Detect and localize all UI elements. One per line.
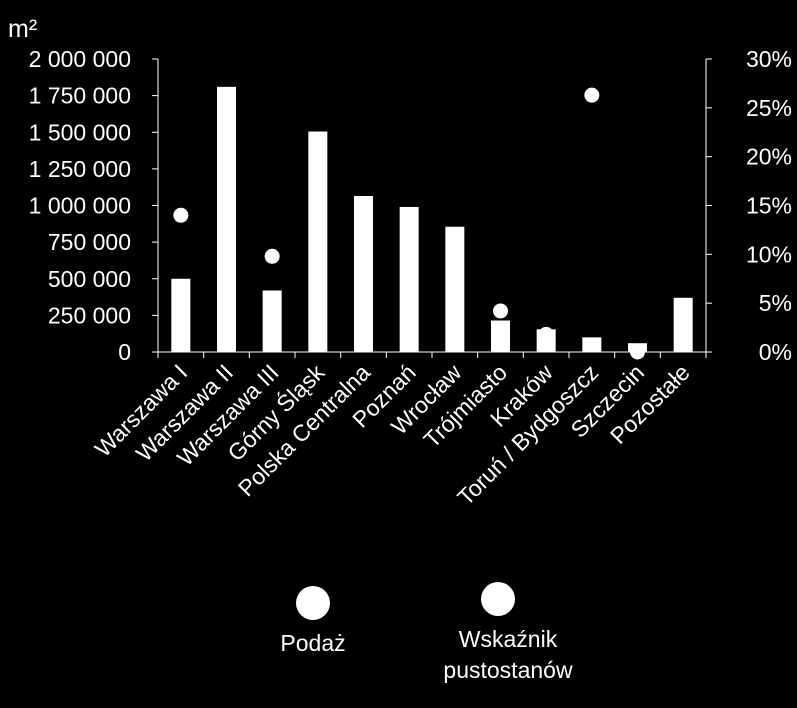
vacancy-marker xyxy=(173,207,189,223)
bar xyxy=(217,86,236,353)
right-axis-tick-label: 10% xyxy=(746,241,792,267)
left-axis-tick-label: 1 500 000 xyxy=(29,119,131,145)
plot-area xyxy=(171,86,693,360)
right-axis: 0% 5% 10% 15% 20% 25% 30% xyxy=(705,46,792,365)
left-axis-tick-label: 750 000 xyxy=(48,229,131,255)
right-axis-tick-label: 25% xyxy=(746,95,792,121)
left-axis-tick-label: 1 000 000 xyxy=(29,193,131,219)
right-axis-tick-label: 15% xyxy=(746,193,792,219)
bar xyxy=(582,337,602,352)
bar xyxy=(171,278,191,352)
vacancy-marker xyxy=(584,87,600,103)
left-axis-tick-label: 0 xyxy=(118,339,131,365)
vacancy-marker xyxy=(493,303,508,319)
bar xyxy=(308,131,328,352)
left-axis-tick-label: 2 000 000 xyxy=(29,46,131,72)
left-axis: 0 250 000 500 000 750 000 1 000 000 1 250 000… xyxy=(29,46,159,365)
legend-label: Wskaźnik xyxy=(459,626,558,652)
legend-marker xyxy=(296,586,330,620)
right-axis-tick-label: 0% xyxy=(759,339,792,365)
bar xyxy=(673,297,693,352)
legend: Podaż Wskaźnik pustostanów xyxy=(280,582,573,683)
left-axis-tick-label: 250 000 xyxy=(48,302,131,328)
legend-label: pustostanów xyxy=(443,657,573,683)
y-unit-label: m² xyxy=(8,15,37,43)
vacancy-marker xyxy=(264,248,280,264)
bar xyxy=(491,320,510,352)
right-axis-tick-label: 20% xyxy=(746,144,792,170)
left-axis-tick-label: 1 250 000 xyxy=(29,156,131,182)
vacancy-marker xyxy=(538,326,554,342)
legend-marker xyxy=(481,582,515,616)
bar xyxy=(445,226,465,352)
right-axis-tick-label: 5% xyxy=(759,290,792,316)
left-axis-tick-label: 500 000 xyxy=(48,266,131,292)
bar xyxy=(354,195,373,352)
bar xyxy=(262,290,282,352)
right-axis-tick-label: 30% xyxy=(746,46,792,72)
left-axis-tick-label: 1 750 000 xyxy=(29,83,131,109)
bar xyxy=(399,206,419,352)
legend-label: Podaż xyxy=(280,630,345,656)
